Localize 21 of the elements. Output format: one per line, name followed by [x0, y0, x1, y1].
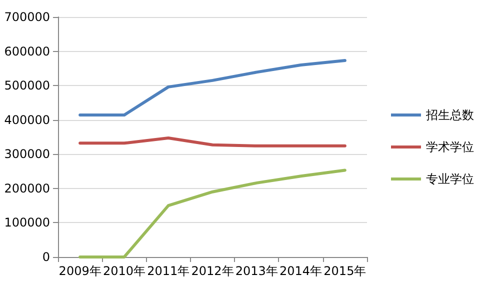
x-tick-label: 2009年 [58, 264, 102, 278]
x-tick-label: 2013年 [235, 264, 278, 278]
y-tick-label: 200000 [4, 181, 50, 196]
x-tick-label: 2014年 [280, 264, 322, 278]
line-series [78, 136, 346, 148]
legend-label: 专业学位 [426, 172, 474, 186]
legend-label: 招生总数 [425, 108, 474, 122]
y-tick-label: 600000 [4, 44, 50, 58]
y-tick-label: 0 [42, 250, 50, 264]
y-tick-label: 300000 [4, 147, 50, 162]
x-tick-label: 2010年 [102, 264, 146, 278]
y-tick-label: 700000 [4, 10, 50, 24]
y-tick-label: 500000 [4, 78, 50, 93]
y-tick-label: 400000 [4, 112, 50, 127]
x-tick-label: 2015年 [324, 264, 366, 278]
x-tick-label: 2011年 [147, 264, 190, 278]
x-tick-label: 2012年 [191, 264, 234, 278]
y-tick-label: 100000 [4, 216, 50, 230]
legend-label: 学术学位 [426, 140, 474, 154]
line-series [78, 168, 346, 258]
line-series [78, 59, 346, 117]
